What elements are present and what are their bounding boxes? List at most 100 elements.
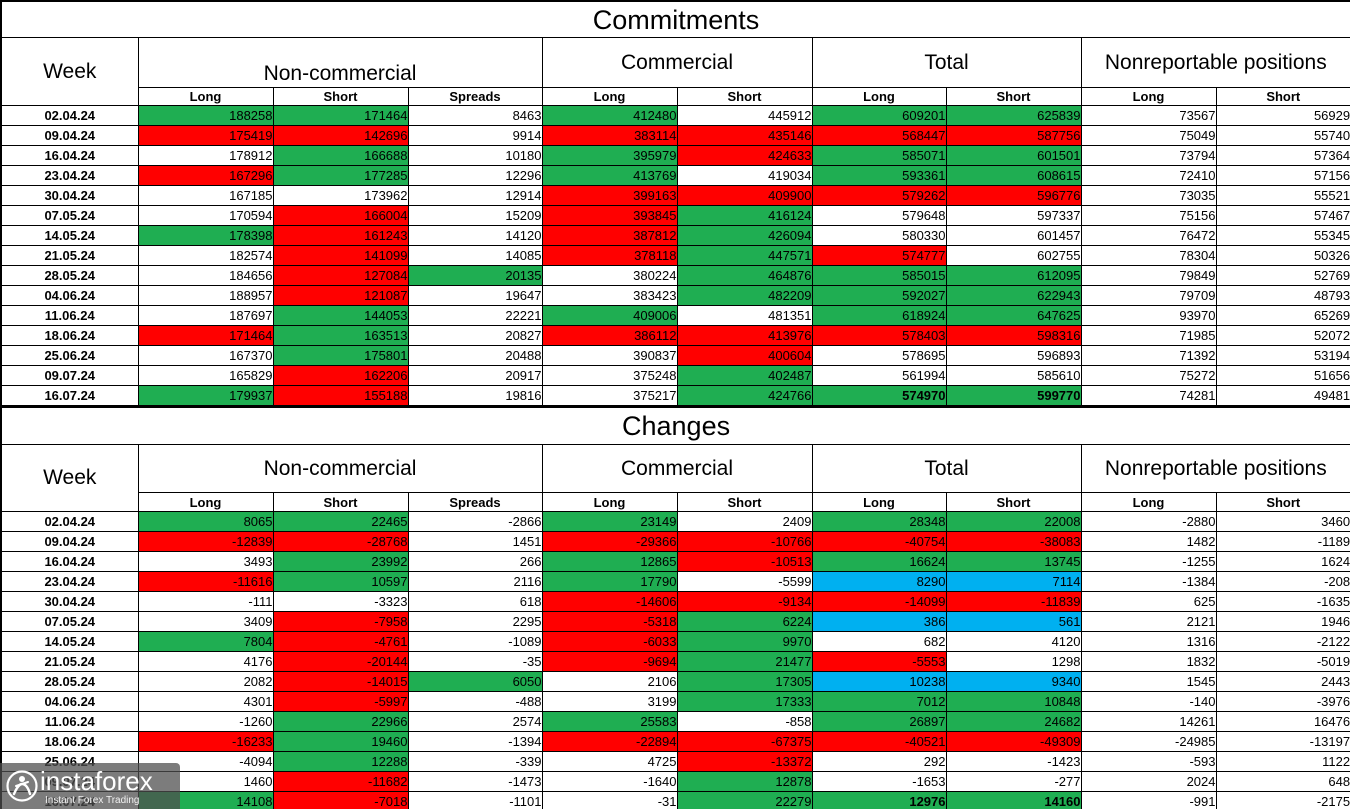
value-cell: 48793 xyxy=(1215,285,1350,306)
value-cell: 561994 xyxy=(811,365,947,386)
group-header-total: Total xyxy=(811,444,1082,493)
value-cell: -277 xyxy=(945,771,1082,792)
value-cell: 412480 xyxy=(541,105,678,126)
value-cell: -31 xyxy=(541,791,678,809)
value-cell: 155188 xyxy=(272,385,409,407)
value-cell: 56929 xyxy=(1215,105,1350,126)
value-cell: 12296 xyxy=(407,165,543,186)
value-cell: -4761 xyxy=(272,631,409,652)
week-cell: 30.04.24 xyxy=(0,591,139,612)
value-cell: 20135 xyxy=(407,265,543,286)
group-header-commercial: Commercial xyxy=(541,37,813,88)
value-cell: 171464 xyxy=(137,325,274,346)
value-cell: 608615 xyxy=(945,165,1082,186)
value-cell: 162206 xyxy=(272,365,409,386)
value-cell: -2122 xyxy=(1215,631,1350,652)
value-cell: 52769 xyxy=(1215,265,1350,286)
column-header-total-short: Short xyxy=(945,492,1082,512)
value-cell: 387812 xyxy=(541,225,678,246)
value-cell: 13745 xyxy=(945,551,1082,572)
value-cell: 17790 xyxy=(541,571,678,592)
value-cell: 12914 xyxy=(407,185,543,206)
value-cell: 386112 xyxy=(541,325,678,346)
value-cell: 4301 xyxy=(137,691,274,712)
table-row: 16.04.24 178912 166688 10180 395979 424633 585… xyxy=(0,145,1350,166)
value-cell: 682 xyxy=(811,631,947,652)
table-row: 23.04.24 167296 177285 12296 413769 419034 593… xyxy=(0,165,1350,186)
value-cell: 597337 xyxy=(945,205,1082,226)
week-cell: 07.05.24 xyxy=(0,611,139,632)
table-row: 25.06.24 167370 175801 20488 390837 400604 578… xyxy=(0,345,1350,366)
value-cell: -5019 xyxy=(1215,651,1350,672)
week-cell: 14.05.24 xyxy=(0,631,139,652)
table-row: 09.04.24 -12839 -28768 1451 -29366 -10766 -407… xyxy=(0,531,1350,552)
value-cell: -858 xyxy=(676,711,813,732)
value-cell: 73794 xyxy=(1080,145,1217,166)
group-header-commercial: Commercial xyxy=(541,444,813,493)
value-cell: 12976 xyxy=(811,791,947,809)
value-cell: 585610 xyxy=(945,365,1082,386)
value-cell: 447571 xyxy=(676,245,813,266)
value-cell: 71985 xyxy=(1080,325,1217,346)
value-cell: 413976 xyxy=(676,325,813,346)
table-row: 18.06.24 171464 163513 20827 386112 413976 578… xyxy=(0,325,1350,346)
value-cell: -11839 xyxy=(945,591,1082,612)
table-row: 28.05.24 184656 127084 20135 380224 464876 585… xyxy=(0,265,1350,286)
value-cell: 12288 xyxy=(272,751,409,772)
value-cell: 10238 xyxy=(811,671,947,692)
value-cell: 52072 xyxy=(1215,325,1350,346)
value-cell: -140 xyxy=(1080,691,1217,712)
value-cell: 618924 xyxy=(811,305,947,326)
column-header-nonreportable-short: Short xyxy=(1215,87,1350,106)
week-cell: 18.06.24 xyxy=(0,731,139,752)
value-cell: -593 xyxy=(1080,751,1217,772)
value-cell: 65269 xyxy=(1215,305,1350,326)
week-cell: 09.07.24 xyxy=(0,365,139,386)
commitments-rows: 02.04.24 188258 171464 8463 412480 445912 6092… xyxy=(0,105,1350,407)
value-cell: -208 xyxy=(1215,571,1350,592)
value-cell: -10766 xyxy=(676,531,813,552)
value-cell: 3409 xyxy=(137,611,274,632)
value-cell: 72410 xyxy=(1080,165,1217,186)
value-cell: 142696 xyxy=(272,125,409,146)
table-title: Commitments xyxy=(0,0,1350,38)
value-cell: -1260 xyxy=(137,711,274,732)
value-cell: -40754 xyxy=(811,531,947,552)
column-header-non-commercial-short: Short xyxy=(272,492,409,512)
table-row: 07.05.24 3409 -7958 2295 -5318 6224 386 561 2121… xyxy=(0,611,1350,632)
value-cell: 175419 xyxy=(137,125,274,146)
column-header-non-commercial-spreads: Spreads xyxy=(407,492,543,512)
value-cell: 23149 xyxy=(541,511,678,532)
value-cell: -35 xyxy=(407,651,543,672)
value-cell: -14606 xyxy=(541,591,678,612)
value-cell: -14099 xyxy=(811,591,947,612)
week-column-header: Week xyxy=(0,37,139,106)
value-cell: 618 xyxy=(407,591,543,612)
value-cell: 380224 xyxy=(541,265,678,286)
changes-table: Changes Week Non-commercial Commercial T… xyxy=(0,407,1350,809)
value-cell: 184656 xyxy=(137,265,274,286)
value-cell: -29366 xyxy=(541,531,678,552)
table-row: 21.05.24 182574 141099 14085 378118 447571 574… xyxy=(0,245,1350,266)
value-cell: -2880 xyxy=(1080,511,1217,532)
column-header-nonreportable-long: Long xyxy=(1080,87,1217,106)
value-cell: -488 xyxy=(407,691,543,712)
value-cell: 167296 xyxy=(137,165,274,186)
table-row: 04.06.24 188957 121087 19647 383423 482209 592… xyxy=(0,285,1350,306)
commitments-table: Commitments Week Non-commercial Commerci… xyxy=(0,0,1350,407)
value-cell: 12878 xyxy=(676,771,813,792)
value-cell: 22008 xyxy=(945,511,1082,532)
value-cell: 419034 xyxy=(676,165,813,186)
value-cell: 648 xyxy=(1215,771,1350,792)
value-cell: 601501 xyxy=(945,145,1082,166)
value-cell: 78304 xyxy=(1080,245,1217,266)
value-cell: 375248 xyxy=(541,365,678,386)
value-cell: 170594 xyxy=(137,205,274,226)
value-cell: -14015 xyxy=(272,671,409,692)
value-cell: 622943 xyxy=(945,285,1082,306)
value-cell: 177285 xyxy=(272,165,409,186)
value-cell: 568447 xyxy=(811,125,947,146)
value-cell: 2082 xyxy=(137,671,274,692)
table-row: 23.04.24 -11616 10597 2116 17790 -5599 8290 711… xyxy=(0,571,1350,592)
week-cell: 14.05.24 xyxy=(0,225,139,246)
